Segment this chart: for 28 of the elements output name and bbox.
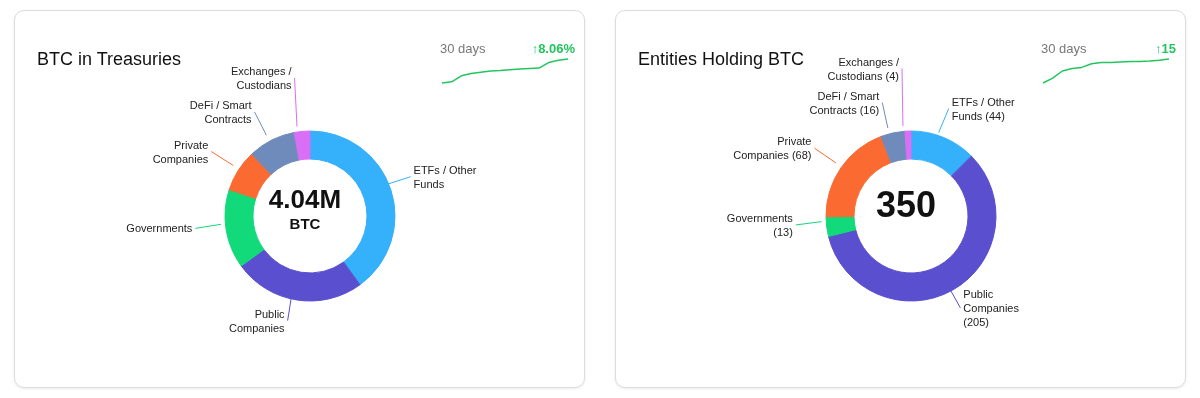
donut-slice bbox=[910, 130, 972, 177]
donut-slice bbox=[904, 130, 912, 160]
chart-title: BTC in Treasuries bbox=[37, 49, 182, 70]
donut-slice bbox=[293, 130, 311, 161]
text: ↑8.06% bbox=[531, 41, 575, 56]
chart-title: 30 days bbox=[440, 41, 486, 56]
donut-slice bbox=[224, 189, 265, 267]
text: 4.04M bbox=[267, 183, 343, 215]
slice-label: Exchanges / Custodians bbox=[231, 65, 293, 92]
slice-label: DeFi / Smart Contracts (16) bbox=[809, 89, 880, 116]
slice-label: Governments (13) bbox=[726, 211, 794, 238]
text: ↑15 bbox=[1155, 41, 1176, 56]
chart-title: 30 days bbox=[1041, 41, 1087, 56]
donut-slice bbox=[880, 130, 908, 164]
slice-label: Exchanges / Custodians (4) bbox=[827, 55, 900, 82]
chart-title: Entities Holding BTC bbox=[638, 49, 805, 70]
slice-label: Governments bbox=[126, 222, 193, 235]
donut-slice bbox=[251, 132, 300, 175]
slice-label: Private Companies (68) bbox=[733, 135, 812, 162]
slice-label: Public Companies (205) bbox=[963, 287, 1020, 328]
slice-label: Public Companies bbox=[229, 307, 286, 334]
slice-label: DeFi / Smart Contracts bbox=[189, 99, 253, 126]
text: 350 bbox=[874, 184, 938, 225]
slice-label: ETFs / Other Funds (44) bbox=[951, 95, 1015, 122]
slice-label: ETFs / Other Funds bbox=[413, 163, 477, 190]
slice-label: Private Companies bbox=[152, 138, 209, 165]
donut-slice bbox=[825, 216, 857, 237]
text: BTC bbox=[288, 215, 322, 233]
